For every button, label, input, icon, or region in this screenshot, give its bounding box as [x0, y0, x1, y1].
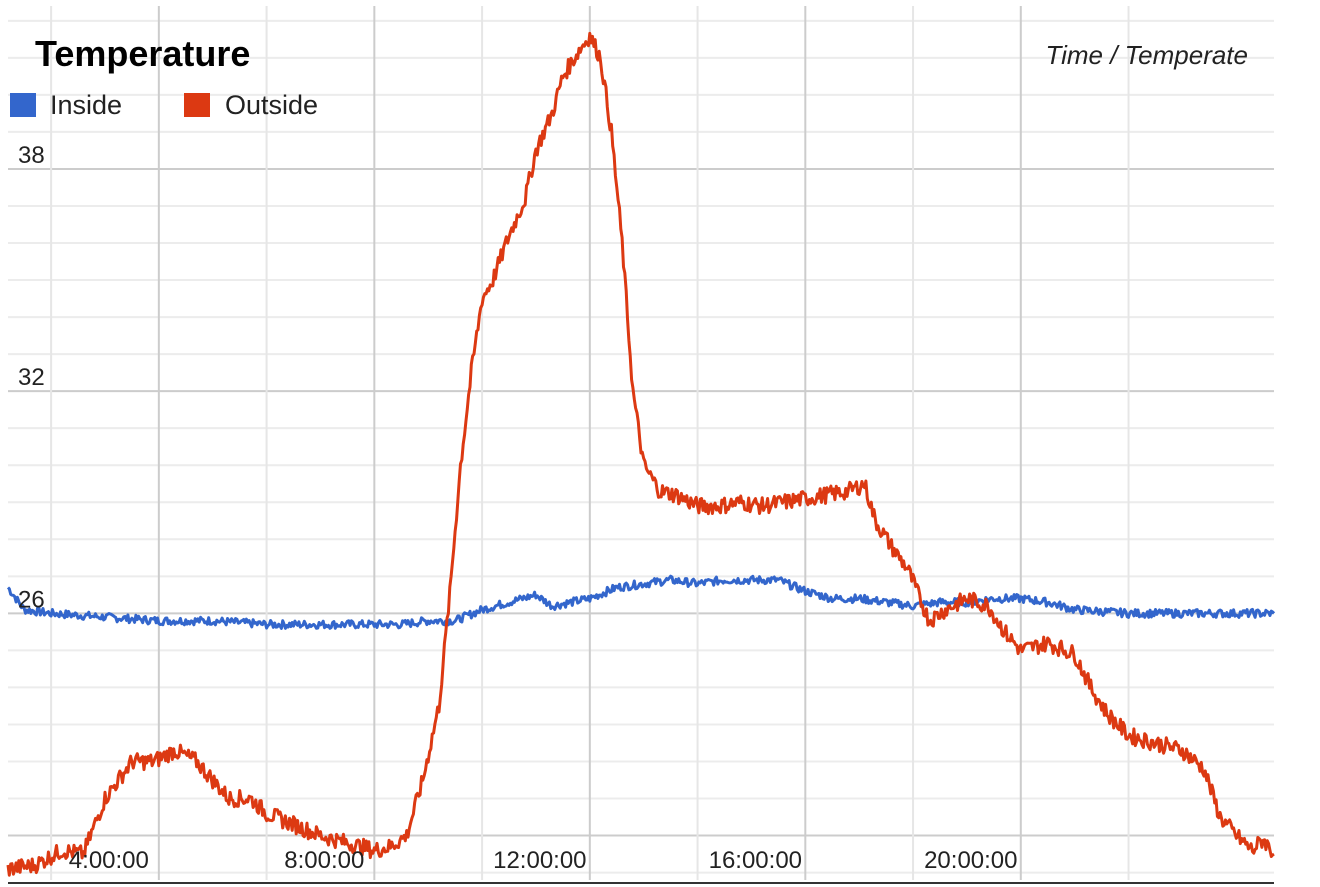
x-tick-label: 20:00:00	[924, 847, 1017, 874]
series-lines	[6, 31, 1276, 877]
chart-subtitle: Time / Temperate	[1045, 40, 1248, 70]
legend-swatch-inside	[10, 93, 36, 117]
chart-title: Temperature	[35, 33, 250, 74]
x-tick-label: 16:00:00	[709, 847, 802, 874]
y-tick-label: 38	[18, 142, 45, 169]
legend-swatch-outside	[184, 93, 210, 117]
tick-labels: 26 32 38 4:00:00 8:00:00 12:00:00 16:00:00 20:0…	[18, 142, 1018, 874]
y-tick-label: 32	[18, 364, 45, 391]
x-tick-label: 12:00:00	[493, 847, 586, 874]
legend-label-outside: Outside	[225, 90, 318, 120]
legend-item-inside[interactable]: Inside	[10, 90, 122, 120]
x-tick-label: 4:00:00	[69, 847, 149, 874]
legend: Inside Outside	[10, 90, 318, 120]
grid	[8, 6, 1274, 880]
x-tick-label: 8:00:00	[284, 847, 364, 874]
legend-item-outside[interactable]: Outside	[184, 90, 318, 120]
y-tick-label: 26	[18, 586, 45, 613]
legend-label-inside: Inside	[50, 90, 122, 120]
series-line-outside	[6, 31, 1275, 877]
series-line-inside	[6, 574, 1276, 630]
